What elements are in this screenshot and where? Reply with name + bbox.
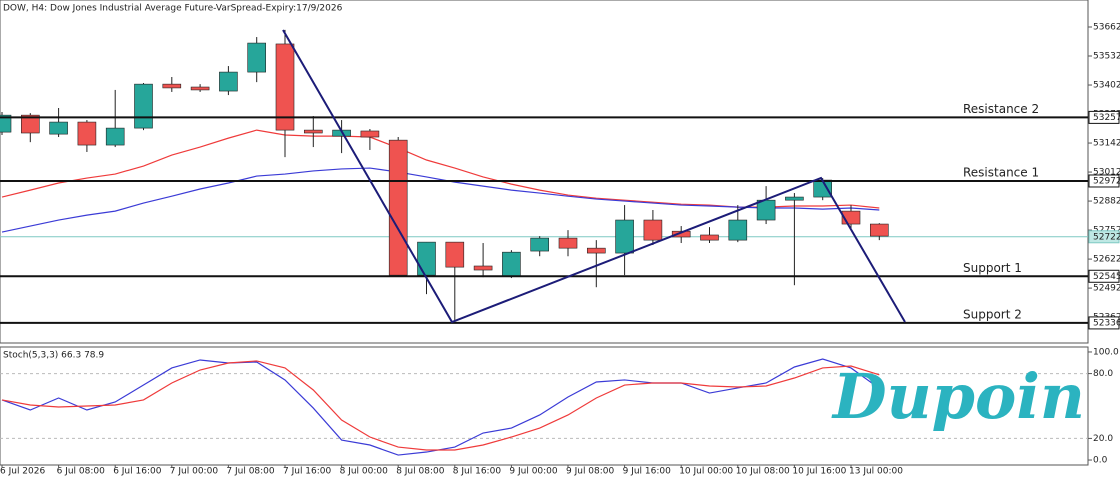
x-tick-label: 7 Jul 16:00 bbox=[283, 467, 332, 477]
level-name: Resistance 2 bbox=[963, 102, 1039, 116]
candle-body bbox=[134, 83, 153, 129]
chart-title: DOW, H4: Dow Jones Industrial Average Fu… bbox=[3, 4, 343, 14]
logo: Dupoin bbox=[831, 360, 1085, 433]
x-tick-label: 9 Jul 16:00 bbox=[623, 467, 672, 477]
stoch-tick-label: 100.0 bbox=[1093, 347, 1119, 357]
x-tick-label: 10 Jul 08:00 bbox=[736, 467, 790, 477]
candle-body bbox=[388, 139, 408, 276]
candle-body bbox=[586, 247, 606, 254]
candle-body bbox=[360, 130, 380, 138]
level-price-label: 52972 bbox=[1093, 176, 1120, 186]
moving-average bbox=[1, 167, 880, 233]
y-tick-label: 53662 bbox=[1093, 23, 1120, 33]
candle-body bbox=[615, 219, 634, 254]
level-price-label: 53257 bbox=[1093, 113, 1120, 123]
y-tick-label: 53142 bbox=[1093, 139, 1120, 149]
candle-body bbox=[700, 234, 719, 241]
candle-body bbox=[20, 114, 40, 134]
stoch-tick-label: 20.0 bbox=[1093, 434, 1113, 444]
stoch-title: Stoch(5,3,3) 66.3 78.9 bbox=[3, 351, 104, 361]
level-price-box bbox=[1088, 316, 1120, 330]
y-tick-label: 53402 bbox=[1093, 81, 1120, 91]
level-price-box bbox=[1088, 110, 1120, 124]
level-name: Support 2 bbox=[963, 307, 1022, 321]
x-tick-label: 9 Jul 00:00 bbox=[509, 467, 558, 477]
x-tick-label: 13 Jul 00:00 bbox=[849, 467, 903, 477]
candle-body bbox=[869, 223, 889, 237]
candle-body bbox=[502, 251, 521, 277]
y-tick-label: 52622 bbox=[1093, 255, 1120, 265]
candle-body bbox=[756, 199, 776, 221]
level-price-label: 52545 bbox=[1093, 272, 1120, 282]
x-tick-label: 10 Jul 00:00 bbox=[679, 467, 733, 477]
x-tick-label: 7 Jul 00:00 bbox=[170, 467, 219, 477]
x-tick-label: 7 Jul 08:00 bbox=[226, 467, 275, 477]
candle-body bbox=[219, 71, 238, 92]
candle-body bbox=[417, 241, 436, 276]
candle-body bbox=[530, 237, 550, 252]
trend-line bbox=[282, 29, 906, 324]
current-price-label: 52722 bbox=[1093, 232, 1120, 242]
candle-body bbox=[162, 83, 182, 89]
candle-body bbox=[643, 219, 663, 241]
y-tick-label: 53532 bbox=[1093, 52, 1120, 62]
stoch-tick-label: 0.0 bbox=[1093, 456, 1108, 466]
x-tick-label: 6 Jul 08:00 bbox=[57, 467, 106, 477]
candle-body bbox=[0, 114, 12, 133]
x-tick-label: 6 Jul 2026 bbox=[0, 467, 45, 477]
x-tick-label: 8 Jul 00:00 bbox=[340, 467, 389, 477]
stoch-tick-label: 80.0 bbox=[1093, 369, 1113, 379]
candle-body bbox=[785, 196, 804, 201]
candle-body bbox=[303, 129, 323, 134]
x-tick-label: 9 Jul 08:00 bbox=[566, 467, 615, 477]
candle-body bbox=[473, 265, 493, 271]
level-name: Support 1 bbox=[963, 261, 1022, 275]
y-tick-label: 53012 bbox=[1093, 168, 1120, 178]
candle-body bbox=[728, 219, 748, 241]
candle-body bbox=[275, 43, 295, 131]
level-price-box bbox=[1088, 174, 1120, 188]
main-panel bbox=[0, 0, 1089, 344]
y-tick-label: 52882 bbox=[1093, 197, 1120, 207]
x-tick-label: 8 Jul 08:00 bbox=[396, 467, 445, 477]
x-tick-label: 10 Jul 16:00 bbox=[792, 467, 846, 477]
candle-body bbox=[77, 121, 97, 146]
x-tick-label: 8 Jul 16:00 bbox=[453, 467, 502, 477]
candle-body bbox=[105, 127, 125, 146]
stoch-panel bbox=[0, 346, 1089, 466]
candle-body bbox=[190, 86, 210, 91]
stoch-line bbox=[1, 360, 880, 451]
level-price-box bbox=[1088, 269, 1120, 283]
candle-body bbox=[49, 121, 68, 135]
candle-body bbox=[671, 230, 691, 238]
candle-body bbox=[558, 237, 578, 249]
x-tick-label: 6 Jul 16:00 bbox=[113, 467, 162, 477]
candle-body bbox=[445, 241, 465, 268]
level-price-label: 52336 bbox=[1093, 318, 1120, 328]
y-tick-label: 52492 bbox=[1093, 284, 1120, 294]
current-price-box bbox=[1088, 230, 1120, 244]
level-name: Resistance 1 bbox=[963, 165, 1039, 179]
candle-body bbox=[247, 42, 266, 73]
